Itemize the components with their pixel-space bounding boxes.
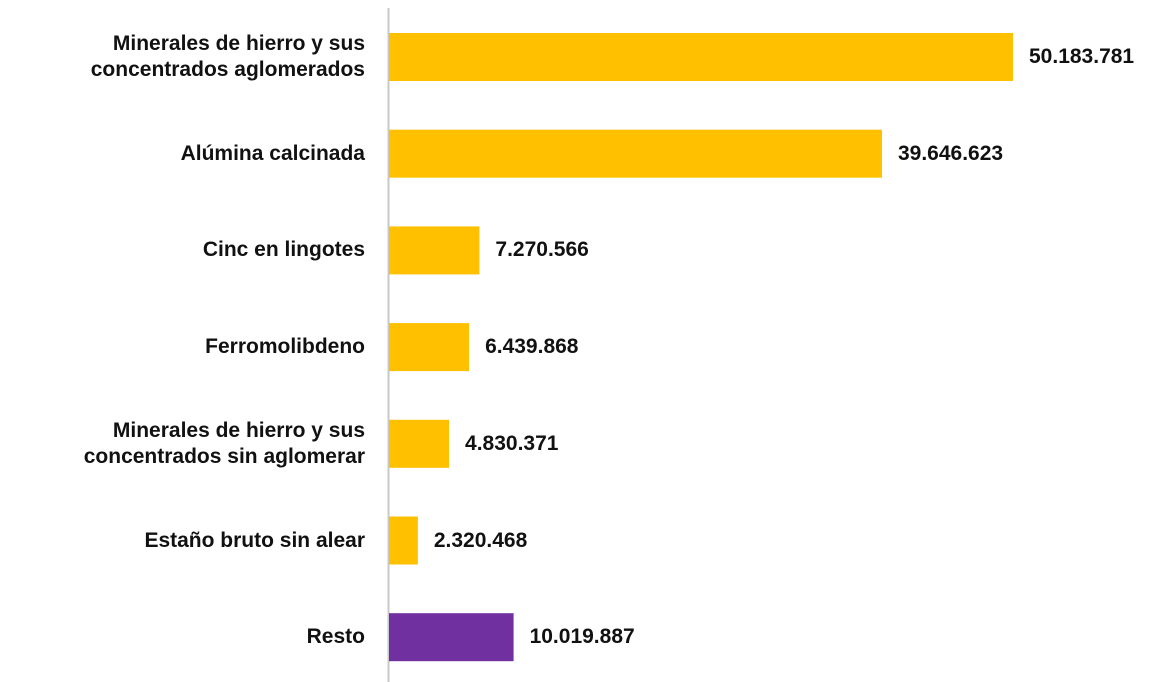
category-label: Minerales de hierro y sus concentrados s… bbox=[83, 418, 365, 468]
bar bbox=[389, 419, 450, 468]
value-label: 39.646.623 bbox=[897, 141, 1004, 165]
category-label: Ferromolibdeno bbox=[205, 335, 365, 359]
value-label: 10.019.887 bbox=[529, 625, 635, 649]
value-label: 4.830.371 bbox=[465, 431, 559, 455]
category-label: Cinc en lingotes bbox=[202, 238, 365, 262]
category-label: Resto bbox=[306, 625, 365, 649]
category-label: Estaño bruto sin alear bbox=[144, 528, 365, 552]
value-label: 6.439.868 bbox=[485, 335, 579, 359]
bar bbox=[389, 33, 1013, 81]
bar bbox=[389, 613, 514, 662]
bar bbox=[389, 516, 418, 565]
value-label: 50.183.781 bbox=[1029, 45, 1135, 68]
bar bbox=[389, 226, 480, 275]
bar bbox=[389, 129, 882, 178]
category-label: Minerales de hierro y sus concentrados a… bbox=[90, 32, 365, 81]
bar bbox=[389, 323, 470, 372]
value-label: 2.320.468 bbox=[433, 528, 528, 552]
value-label: 7.270.566 bbox=[495, 238, 589, 262]
category-label: Alúmina calcinada bbox=[180, 141, 365, 165]
